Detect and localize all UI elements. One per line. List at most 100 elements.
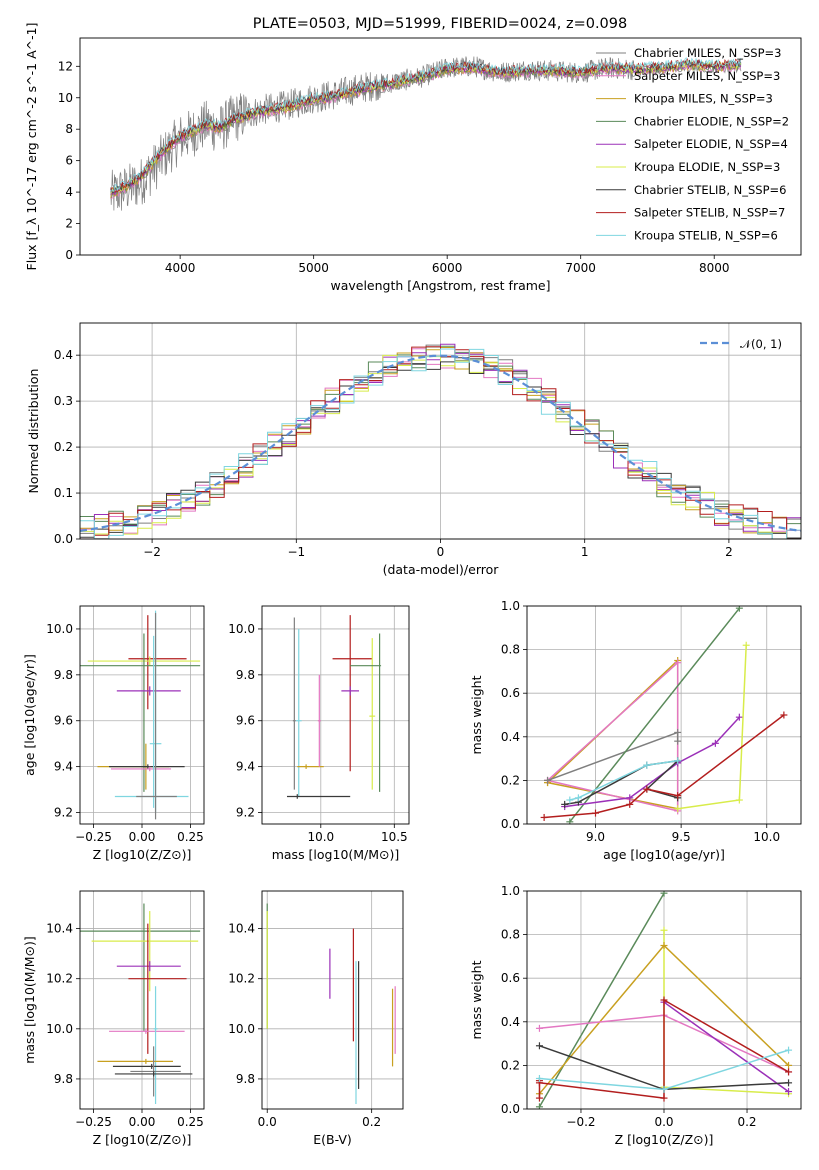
y-tick-label: 9.8	[54, 1072, 73, 1086]
axes-frame	[79, 890, 205, 1110]
panel-mass-vs-EBV: 0.0 0.2 9.8 10.0 10.2 10.4 E(B-V)	[228, 890, 404, 1147]
x-tick-label: 0.2	[362, 1115, 381, 1129]
x-axis-label: Z [log10(Z/Z⊙)]	[615, 1132, 714, 1147]
figure-title: PLATE=0503, MJD=51999, FIBERID=0024, z=0…	[253, 16, 627, 32]
y-axis-label: mass weight	[469, 960, 484, 1039]
y-tick-label: 10	[58, 91, 73, 105]
x-tick-label: 0.2	[737, 1115, 756, 1129]
y-tick-label: 1.0	[501, 599, 520, 613]
x-axis-label: wavelength [Angstrom, rest frame]	[330, 278, 550, 293]
axes-frame	[79, 605, 205, 825]
y-tick-label: 0.6	[501, 686, 520, 700]
y-tick-label: 10.2	[46, 972, 73, 986]
y-tick-label: 10.0	[46, 622, 73, 636]
y-tick-label: 12	[58, 59, 73, 73]
weight-line	[538, 892, 665, 1108]
x-tick-label: 9.5	[672, 830, 691, 844]
y-tick-label: 0.1	[54, 486, 73, 500]
weight-line	[564, 716, 740, 808]
y-tick-label: 6	[65, 154, 73, 168]
axes-frame	[79, 322, 802, 540]
y-tick-label: 9.8	[236, 668, 255, 682]
y-axis-label: mass [log10(M/M⊙)]	[22, 936, 37, 1064]
x-tick-label: 0.25	[177, 1115, 204, 1129]
plot-area-weight-vs-Z	[535, 891, 793, 1109]
x-tick-label: 7000	[565, 261, 596, 275]
x-tick-label: 0.0	[654, 1115, 673, 1129]
y-tick-label: 9.2	[236, 806, 255, 820]
y-tick-label: 9.6	[236, 714, 255, 728]
weight-line	[547, 658, 679, 810]
weight-line	[569, 760, 678, 801]
weight-line	[544, 714, 785, 819]
legend-spectrum: Chabrier MILES, N_SSP=3 Salpeter MILES, N…	[596, 46, 789, 242]
axes-frame	[526, 605, 802, 825]
x-tick-label: −1	[287, 545, 305, 559]
x-axis-label: Z [log10(Z/Z⊙)]	[93, 847, 192, 862]
x-tick-label: 9.0	[586, 830, 605, 844]
y-tick-label: 9.4	[54, 760, 73, 774]
panel-weight-vs-age: 9.0 9.5 10.0 0.0 0.2 0.4 0.6 0.8 1.0 age [log10(a…	[469, 599, 802, 862]
axes-frame	[79, 37, 802, 256]
y-tick-label: 9.8	[236, 1072, 255, 1086]
y-tick-label: 0.0	[54, 532, 73, 546]
y-tick-label: 2	[65, 217, 73, 231]
x-tick-label: −0.2	[566, 1115, 595, 1129]
x-axis-label: mass [log10(M/M⊙)]	[272, 847, 400, 862]
plot-area-weight-vs-age	[540, 606, 788, 824]
y-tick-label: 1.0	[501, 884, 520, 898]
legend-label: Chabrier ELODIE, N_SSP=2	[634, 114, 789, 128]
panel-spectrum: 4000 5000 6000 7000 8000 0 2 4 6 8 10 12 wavelength …	[24, 23, 802, 293]
legend-label: Kroupa ELODIE, N_SSP=3	[634, 160, 780, 174]
plot-area-residuals	[80, 343, 801, 539]
model-spectrum-line	[110, 58, 742, 194]
plot-area-spectrum	[110, 56, 742, 211]
y-axis-label: Normed distribution	[26, 369, 41, 494]
legend-label: Salpeter MILES, N_SSP=3	[634, 69, 780, 83]
y-tick-label: 8	[65, 122, 73, 136]
x-axis-label: E(B-V)	[313, 1132, 352, 1147]
panel-weight-vs-Z: −0.2 0.0 0.2 0.0 0.2 0.4 0.6 0.8 1.0 Z [log10(Z/Z…	[469, 884, 802, 1147]
y-tick-label: 0.2	[501, 1058, 520, 1072]
legend-label: Kroupa MILES, N_SSP=3	[634, 92, 773, 106]
y-tick-label: 0.2	[54, 440, 73, 454]
x-tick-label: 10.5	[381, 830, 408, 844]
y-tick-label: 10.2	[228, 972, 255, 986]
y-tick-label: 0.4	[501, 1015, 520, 1029]
x-tick-label: 1	[581, 545, 589, 559]
legend-label: Kroupa STELIB, N_SSP=6	[634, 228, 778, 242]
legend-label: Chabrier STELIB, N_SSP=6	[634, 183, 786, 197]
y-tick-label: 10.0	[46, 1022, 73, 1036]
y-tick-label: 0.0	[501, 817, 520, 831]
plot-area-age-vs-mass	[286, 615, 382, 799]
y-tick-label: 0.8	[501, 643, 520, 657]
plot-area-mass-vs-Z	[80, 903, 201, 1104]
panel-age-vs-Z: −0.25 0.00 0.25 9.2 9.4 9.6 9.8 10.0 Z [log10(Z/…	[22, 605, 205, 862]
legend-label: Chabrier MILES, N_SSP=3	[634, 46, 781, 60]
x-tick-label: 0.0	[258, 1115, 277, 1129]
y-tick-label: 0.4	[501, 730, 520, 744]
model-spectrum-line	[110, 57, 742, 193]
y-axis-label: mass weight	[469, 675, 484, 754]
x-axis-label: age [log10(age/yr)]	[603, 847, 725, 862]
y-tick-label: 0.0	[501, 1102, 520, 1116]
x-tick-label: 10.0	[307, 830, 334, 844]
y-tick-label: 10.4	[46, 922, 73, 936]
y-tick-label: 10.0	[228, 1022, 255, 1036]
x-axis-label: Z [log10(Z/Z⊙)]	[93, 1132, 192, 1147]
y-tick-label: 0.2	[501, 773, 520, 787]
axes-frame	[526, 890, 802, 1110]
panel-mass-vs-Z: −0.25 0.00 0.25 9.8 10.0 10.2 10.4 Z [log10(Z/Z…	[22, 890, 205, 1147]
weight-line	[677, 645, 747, 810]
y-tick-label: 0.8	[501, 928, 520, 942]
weight-line	[547, 731, 679, 782]
plot-area-mass-vs-EBV	[266, 903, 396, 1104]
x-tick-label: −0.25	[75, 830, 112, 844]
legend-label: Salpeter ELODIE, N_SSP=4	[634, 137, 788, 151]
weight-line	[539, 998, 789, 1099]
x-tick-label: 6000	[432, 261, 463, 275]
axes-frame	[261, 605, 410, 825]
x-tick-label: 10.0	[753, 830, 780, 844]
y-tick-label: 9.2	[54, 806, 73, 820]
